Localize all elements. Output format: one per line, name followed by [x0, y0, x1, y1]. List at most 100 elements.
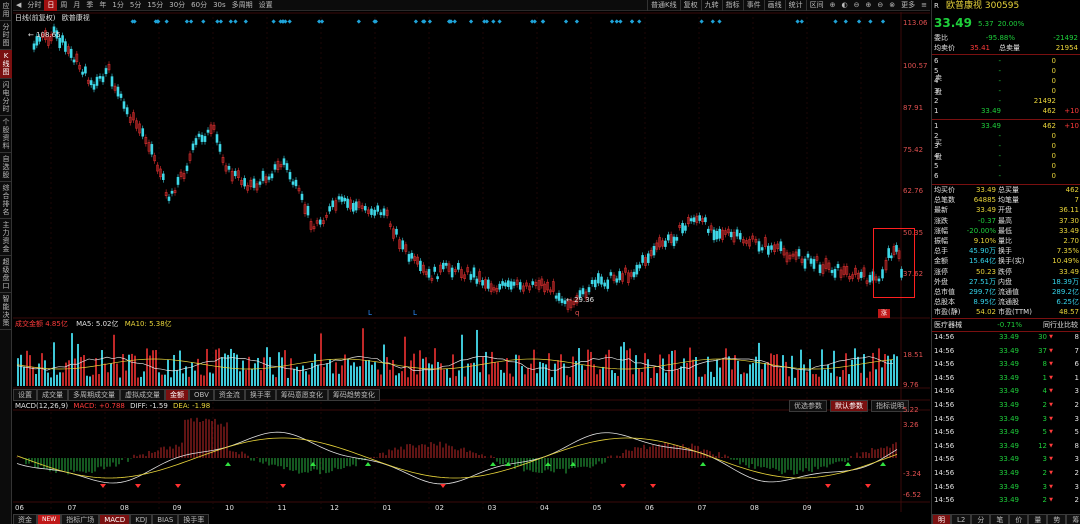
toolbar-option-2[interactable]: 九转	[700, 0, 722, 11]
candle	[791, 253, 795, 257]
volume-bar	[77, 343, 79, 386]
macd-param-button-0[interactable]: 优选参数	[789, 400, 827, 412]
bottom-tab-1[interactable]: NEW	[37, 514, 62, 524]
peer-compare-link[interactable]: 同行业比较	[1043, 321, 1078, 329]
sidebar-item-7[interactable]: 主 力 资 金	[0, 219, 12, 256]
period-tab-9[interactable]: 15分	[147, 0, 164, 9]
volume-bar	[779, 368, 781, 386]
quote-tab-1[interactable]: L2	[951, 514, 972, 524]
tick-direction-icon: ▼	[1049, 402, 1053, 408]
volume-bar	[200, 374, 202, 386]
bottom-tab-6[interactable]: 换手率	[178, 514, 210, 524]
sidebar-item-1[interactable]: 分 时 图	[0, 21, 12, 50]
volume-bar	[275, 377, 277, 386]
date-tick: 08	[120, 504, 129, 512]
kline-chart-area[interactable]	[13, 12, 930, 524]
period-tab-1[interactable]: 分时	[27, 0, 42, 9]
industry-row[interactable]: 医疗器械 -0.71% 同行业比较	[934, 320, 1078, 330]
toolbar-option-3[interactable]: 指标	[721, 0, 743, 11]
period-tab-2[interactable]: 日	[44, 0, 58, 11]
bottom-tab-4[interactable]: KDJ	[130, 514, 153, 524]
indicator-tab-3[interactable]: 虚拟成交量	[120, 389, 165, 401]
indicator-tab-6[interactable]: 资金流	[213, 389, 245, 401]
toolbar-option-1[interactable]: 复权	[679, 0, 701, 11]
indicator-tab-2[interactable]: 多周期成交量	[68, 389, 120, 401]
candle	[760, 247, 764, 251]
bottom-tab-2[interactable]: 指标广场	[61, 514, 100, 524]
bottom-tab-3[interactable]: MACD	[99, 514, 131, 524]
sidebar-item-6[interactable]: 综 合 排 名	[0, 182, 12, 219]
tick-price: 33.49	[998, 482, 1019, 491]
toolbar-icon-4[interactable]: ⊖	[877, 1, 884, 9]
indicator-tab-1[interactable]: 成交量	[37, 389, 68, 401]
event-mark[interactable]: q	[575, 309, 580, 317]
period-tab-6[interactable]: 年	[99, 0, 107, 9]
volume-bar	[326, 363, 328, 386]
period-tab-10[interactable]: 30分	[169, 0, 186, 9]
tick-price: 33.49	[998, 373, 1019, 382]
tick-direction-icon: ▼	[1049, 388, 1053, 395]
candle	[534, 281, 538, 287]
toolbar-icon-5[interactable]: ⊗	[889, 1, 896, 9]
quote-tab-6[interactable]: 势	[1047, 514, 1067, 524]
sidebar-item-9[interactable]: 智 能 决 策	[0, 293, 12, 330]
bottom-tab-0[interactable]: 资金	[13, 514, 37, 524]
candle	[575, 295, 579, 304]
macd-param-button-2[interactable]: 指标说明	[871, 400, 909, 412]
quote-tab-7[interactable]: 筹	[1066, 514, 1080, 524]
toolbar-option-7[interactable]: 区间	[805, 0, 827, 11]
toolbar-icon-3[interactable]: ⊕	[865, 1, 872, 9]
indicator-tab-7[interactable]: 换手率	[244, 389, 276, 401]
quote-tab-0[interactable]: 明	[932, 514, 951, 524]
candle	[343, 197, 347, 202]
period-tab-14[interactable]: 设置	[258, 0, 273, 9]
toolbar-icon-2[interactable]: ⊖	[853, 1, 860, 9]
volume-bar	[83, 355, 85, 386]
level-number: 6	[934, 172, 939, 180]
period-tab-3[interactable]: 周	[60, 0, 68, 9]
indicator-tab-4[interactable]: 金额	[165, 389, 189, 401]
indicator-tab-8[interactable]: 筹码意愿变化	[275, 389, 328, 401]
period-tab-7[interactable]: 1分	[112, 0, 124, 9]
period-tab-13[interactable]: 多周期	[231, 0, 253, 9]
toolbar-icon-7[interactable]: ≡	[921, 1, 927, 9]
quote-tab-3[interactable]: 笔	[990, 514, 1010, 524]
event-mark[interactable]: L	[368, 309, 372, 317]
event-mark[interactable]: L	[413, 309, 417, 317]
period-tab-5[interactable]: 季	[86, 0, 94, 9]
sidebar-item-0[interactable]: 应 用	[0, 0, 12, 21]
toolbar-option-5[interactable]: 画线	[763, 0, 785, 11]
tick-count: 3	[1074, 482, 1079, 491]
period-tab-4[interactable]: 月	[73, 0, 81, 9]
stat-value: 36.11	[1058, 206, 1079, 215]
candle	[453, 269, 457, 273]
sidebar-item-5[interactable]: 自 选 股	[0, 153, 12, 182]
indicator-tab-0[interactable]: 设置	[13, 389, 37, 401]
toolbar-option-6[interactable]: 统计	[784, 0, 806, 11]
sidebar-item-2[interactable]: K 线 图	[0, 50, 12, 79]
quote-tab-4[interactable]: 价	[1009, 514, 1029, 524]
volume-bar	[572, 356, 574, 386]
period-tab-12[interactable]: 30s	[213, 0, 226, 9]
volume-bar	[287, 377, 289, 386]
toolbar-icon-1[interactable]: ◐	[841, 1, 848, 9]
period-tab-11[interactable]: 60分	[191, 0, 208, 9]
sidebar-item-8[interactable]: 超 级 盘 口	[0, 256, 12, 293]
sidebar-item-4[interactable]: 个 股 资 料	[0, 116, 12, 153]
indicator-tab-9[interactable]: 筹码趋势变化	[327, 389, 380, 401]
toolbar-icon-6[interactable]: 更多	[901, 1, 916, 9]
period-tab-0[interactable]: ◀	[16, 0, 22, 9]
indicator-tab-5[interactable]: OBV	[189, 389, 214, 401]
macd-param-button-1[interactable]: 默认参数	[830, 400, 868, 412]
quote-tab-5[interactable]: 量	[1028, 514, 1048, 524]
toolbar-icon-0[interactable]: ⊕	[829, 1, 836, 9]
quote-tab-2[interactable]: 分	[971, 514, 991, 524]
order-book-row: 2 - 21492	[934, 96, 1079, 106]
sidebar-item-3[interactable]: 闪 电 分 时	[0, 79, 12, 116]
candle	[370, 208, 373, 215]
bottom-tab-5[interactable]: BIAS	[152, 514, 179, 524]
toolbar-option-4[interactable]: 事件	[742, 0, 764, 11]
period-tab-8[interactable]: 5分	[129, 0, 142, 9]
toolbar-option-0[interactable]: 普通K线	[647, 0, 680, 11]
candle	[754, 238, 758, 243]
